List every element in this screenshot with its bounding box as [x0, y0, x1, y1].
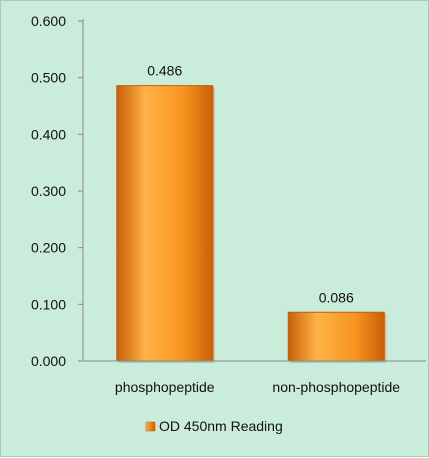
x-axis: phosphopeptide non-phosphopeptide	[83, 360, 426, 395]
y-tick-label: 0.500	[31, 70, 66, 86]
y-tick-label: 0.100	[31, 296, 66, 312]
bar-non-phosphopeptide	[287, 311, 385, 362]
y-tick-label: 0.600	[31, 13, 66, 29]
category-label: non-phosphopeptide	[272, 379, 400, 395]
y-tick-label: 0.300	[31, 183, 66, 199]
data-label: 0.086	[319, 289, 354, 305]
bar-phosphopeptide	[116, 85, 214, 362]
legend-label: OD 450nm Reading	[159, 418, 283, 434]
y-tick-label: 0.000	[31, 353, 66, 369]
y-axis: 0.000 0.100 0.200 0.300 0.400 0.500 0.600	[31, 13, 84, 369]
y-tick-label: 0.200	[31, 240, 66, 256]
y-tick-label: 0.400	[31, 126, 66, 142]
data-label: 0.486	[147, 63, 182, 79]
category-label: phosphopeptide	[115, 379, 215, 395]
bars: 0.486 0.086	[116, 63, 387, 363]
legend: OD 450nm Reading	[145, 418, 283, 434]
legend-swatch	[145, 421, 156, 432]
